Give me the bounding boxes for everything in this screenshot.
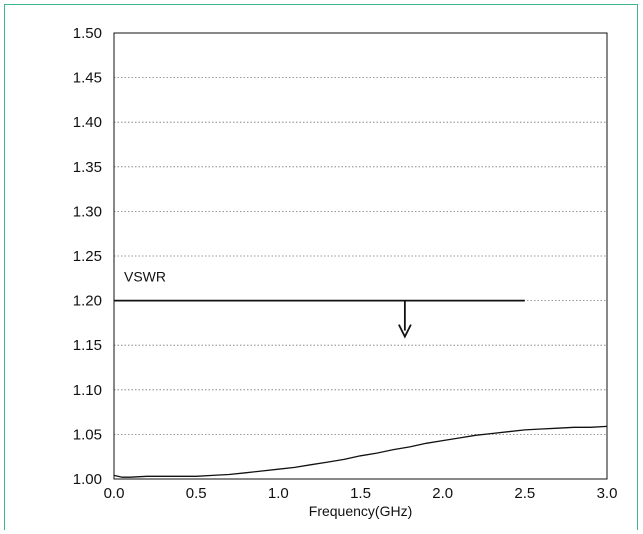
y-tick-label: 1.35 (73, 159, 102, 176)
x-tick-label: 3.0 (597, 485, 618, 502)
y-tick-label: 1.05 (73, 426, 102, 443)
y-tick-label: 1.40 (73, 114, 102, 131)
x-tick-labels: 0.0 0.5 1.0 1.5 2.0 2.5 3.0 (104, 485, 618, 502)
x-tick-label: 2.0 (432, 485, 453, 502)
y-tick-label: 1.00 (73, 471, 102, 488)
plot-area-border (113, 32, 608, 480)
y-tick-labels: 1.00 1.05 1.10 1.15 1.20 1.25 1.30 1.35 1.40 1.45… (73, 25, 102, 488)
x-tick-label: 2.5 (514, 485, 535, 502)
y-tick-label: 1.10 (73, 382, 102, 399)
spec-arrow-head (398, 324, 412, 339)
y-tick-label: 1.25 (73, 248, 102, 265)
grid-lines (114, 77, 607, 435)
x-tick-label: 1.0 (268, 485, 289, 502)
series-layer (113, 425, 608, 478)
y-tick-label: 1.15 (73, 337, 102, 354)
vswr-series-line (113, 425, 608, 478)
x-tick-label: 0.0 (104, 485, 125, 502)
x-axis-label: Frequency(GHz) (309, 503, 412, 519)
spec-label: VSWR (124, 269, 166, 285)
y-tick-label: 1.30 (73, 203, 102, 220)
spec-limit: VSWR (114, 269, 525, 339)
x-tick-label: 0.5 (186, 485, 207, 502)
y-tick-label: 1.50 (73, 25, 102, 42)
x-tick-label: 1.5 (350, 485, 371, 502)
chart-frame (4, 4, 638, 530)
y-tick-label: 1.20 (73, 293, 102, 310)
y-tick-label: 1.45 (73, 70, 102, 87)
